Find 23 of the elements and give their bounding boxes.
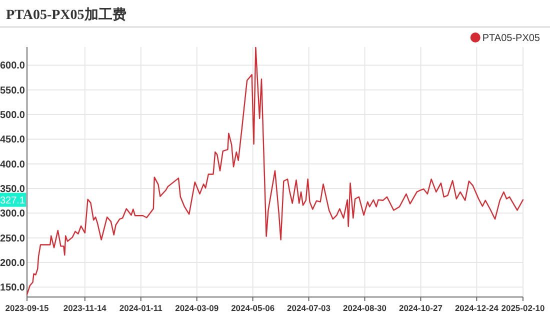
y-tick-label: 550.0	[0, 85, 26, 96]
x-tick-label: 2024-10-27	[398, 303, 443, 313]
x-tick-label: 2024-12-24	[454, 303, 499, 313]
x-tick-label: 2025-02-10	[501, 303, 546, 313]
y-tick-label: 250.0	[0, 233, 26, 244]
x-tick-label: 2024-08-30	[343, 303, 387, 313]
y-tick-label: 150.0	[0, 282, 26, 294]
x-tick-label: 2024-05-06	[231, 303, 275, 313]
chart-title: PTA05-PX05加工费	[6, 7, 126, 23]
legend-label: PTA05-PX05	[482, 33, 540, 44]
y-tick-label: 300.0	[0, 208, 26, 220]
x-tick-label: 2023-09-15	[5, 303, 50, 313]
y-tick-label: 500.0	[0, 110, 26, 122]
x-tick-label: 2024-03-09	[175, 303, 219, 313]
y-tick-label: 600.0	[0, 60, 26, 72]
x-tick-label: 2024-01-11	[119, 303, 163, 313]
y-tick-label: 200.0	[0, 258, 26, 269]
x-tick-label: 2023-11-14	[63, 303, 107, 313]
x-tick-label: 2024-07-03	[287, 303, 331, 313]
text: 327.1	[0, 195, 26, 206]
y-tick-label: 450.0	[0, 134, 26, 146]
y-tick-label: 350.0	[0, 184, 26, 196]
y-tick-label: 400.0	[0, 159, 26, 170]
